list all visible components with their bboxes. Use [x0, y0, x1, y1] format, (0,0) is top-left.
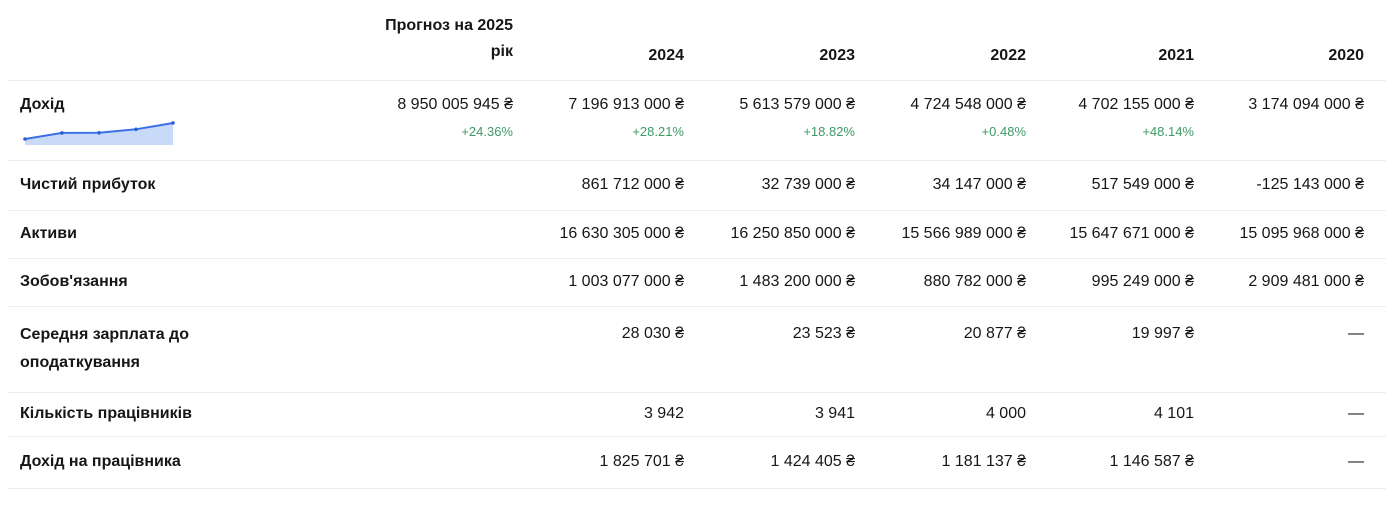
cell-liabilities-forecast	[341, 258, 513, 306]
table-row-liabilities: Зобов'язання 1 003 077 000 ₴ 1 483 200 0…	[8, 258, 1386, 306]
financials-table: Прогноз на 2025 рік 2024 2023 2022 2021 …	[8, 0, 1386, 489]
table-row-revenue-per-employee: Дохід на працівника 1 825 701 ₴ 1 424 40…	[8, 436, 1386, 488]
cell-liabilities-2022: 880 782 000 ₴	[923, 273, 1026, 290]
cell-employee-count-2020: —	[1348, 405, 1364, 422]
cell-assets-2022: 15 566 989 000 ₴	[901, 225, 1026, 242]
cell-assets-2021: 15 647 671 000 ₴	[1069, 225, 1194, 242]
cell-average-salary-2022: 20 877 ₴	[963, 324, 1026, 342]
delta-percent: +24.36%	[461, 123, 513, 139]
cell-net-profit-2020: -125 143 000 ₴	[1256, 176, 1364, 193]
table-row-assets: Активи 16 630 305 000 ₴ 16 250 850 000 ₴…	[8, 210, 1386, 258]
cell-net-profit-2024: 861 712 000 ₴	[581, 176, 684, 193]
metric-column-header	[8, 0, 341, 80]
cell-employee-count-forecast	[341, 392, 513, 436]
cell-assets-forecast	[341, 210, 513, 258]
cell-assets-2020: 15 095 968 000 ₴	[1239, 225, 1364, 242]
cell-liabilities-2024: 1 003 077 000 ₴	[568, 273, 684, 290]
row-label-average-salary: Середня зарплата до оподаткування	[20, 325, 189, 371]
row-label-liabilities: Зобов'язання	[20, 273, 128, 290]
cell-employee-count-2023: 3 941	[814, 405, 855, 422]
cell-employee-count-2024: 3 942	[643, 405, 684, 422]
cell-net-profit-2023: 32 739 000 ₴	[761, 176, 855, 193]
cell-employee-count-2022: 4 000	[985, 405, 1026, 422]
delta-percent: +48.14%	[1142, 123, 1194, 139]
cell-revenue-per-employee-2022: 1 181 137 ₴	[941, 453, 1026, 470]
table-row-net-profit: Чистий прибуток 861 712 000 ₴ 32 739 000…	[8, 160, 1386, 210]
row-label-revenue: Дохід	[8, 80, 341, 160]
cell-average-salary-2023: 23 523 ₴	[792, 324, 855, 342]
cell-revenue-per-employee-2024: 1 825 701 ₴	[599, 453, 684, 470]
delta-percent: +18.82%	[803, 123, 855, 139]
cell-average-salary-2021: 19 997 ₴	[1131, 324, 1194, 342]
cell-employee-count-2021: 4 101	[1153, 405, 1194, 422]
table-row-employee-count: Кількість працівників 3 942 3 941 4 000 …	[8, 392, 1386, 436]
col-header-2021: 2021	[1158, 46, 1194, 64]
cell-revenue-per-employee-2023: 1 424 405 ₴	[770, 453, 855, 470]
cell-liabilities-2020: 2 909 481 000 ₴	[1248, 273, 1364, 290]
row-label-employee-count: Кількість працівників	[20, 405, 192, 422]
revenue-sparkline	[23, 120, 175, 145]
cell-revenue-2023: 5 613 579 000 ₴ +18.82%	[684, 80, 855, 160]
cell-revenue-2024: 7 196 913 000 ₴ +28.21%	[513, 80, 684, 160]
col-header-2022: 2022	[990, 46, 1026, 64]
cell-liabilities-2023: 1 483 200 000 ₴	[739, 273, 855, 290]
cell-revenue-forecast: 8 950 005 945 ₴ +24.36%	[341, 80, 513, 160]
table-row-average-salary: Середня зарплата до оподаткування 28 030…	[8, 306, 1386, 392]
col-header-2020: 2020	[1328, 46, 1364, 64]
cell-assets-2024: 16 630 305 000 ₴	[559, 225, 684, 242]
cell-revenue-2020: 3 174 094 000 ₴	[1248, 95, 1364, 113]
cell-revenue-2021: 4 702 155 000 ₴ +48.14%	[1026, 80, 1194, 160]
delta-percent: +28.21%	[632, 123, 684, 139]
table-row-revenue: Дохід 8 950 005 945 ₴ +24.36% 7 196 913 …	[8, 80, 1386, 160]
cell-average-salary-forecast	[341, 306, 513, 392]
revenue-sparkline-wrap	[23, 120, 341, 145]
cell-revenue-2022: 4 724 548 000 ₴ +0.48%	[855, 80, 1026, 160]
col-header-2023: 2023	[819, 46, 855, 64]
row-label-revenue-per-employee: Дохід на працівника	[20, 453, 181, 470]
cell-net-profit-forecast	[341, 160, 513, 210]
cell-net-profit-2021: 517 549 000 ₴	[1091, 176, 1194, 193]
col-header-2024: 2024	[648, 46, 684, 64]
cell-average-salary-2020: —	[1348, 324, 1364, 342]
cell-assets-2023: 16 250 850 000 ₴	[730, 225, 855, 242]
delta-percent: +0.48%	[981, 123, 1026, 139]
cell-revenue-per-employee-2020: —	[1348, 453, 1364, 470]
col-header-forecast-2025: Прогноз на 2025 рік	[385, 16, 513, 60]
table-header-row: Прогноз на 2025 рік 2024 2023 2022 2021 …	[8, 0, 1386, 80]
cell-revenue-per-employee-forecast	[341, 436, 513, 488]
cell-average-salary-2024: 28 030 ₴	[621, 324, 684, 342]
cell-liabilities-2021: 995 249 000 ₴	[1091, 273, 1194, 290]
cell-revenue-per-employee-2021: 1 146 587 ₴	[1109, 453, 1194, 470]
row-label-assets: Активи	[20, 225, 77, 242]
row-label-net-profit: Чистий прибуток	[20, 176, 156, 193]
cell-net-profit-2022: 34 147 000 ₴	[932, 176, 1026, 193]
